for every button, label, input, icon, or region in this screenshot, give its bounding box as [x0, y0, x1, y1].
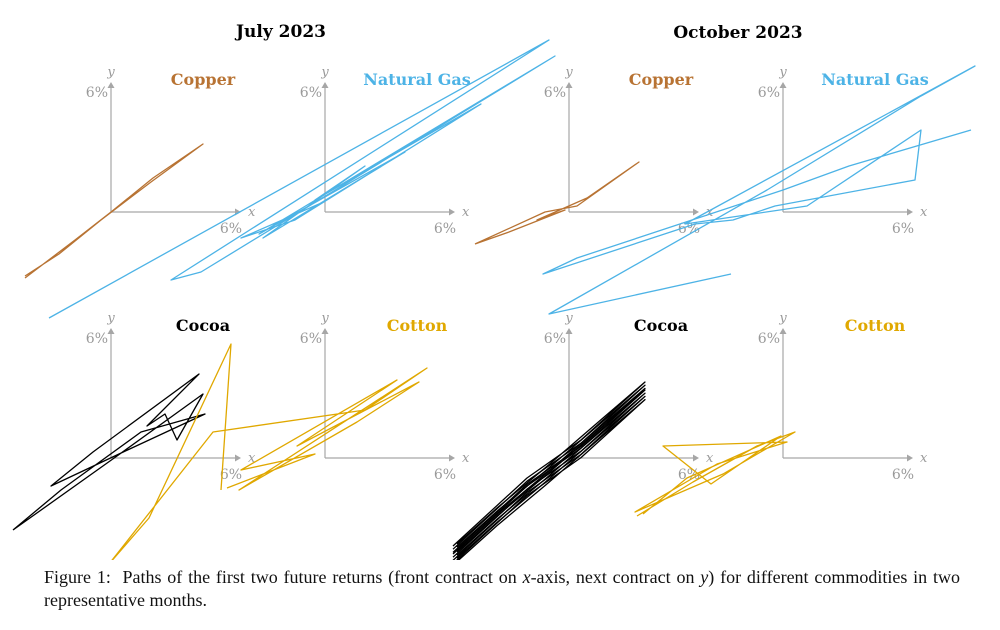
panel-july-2023-cotton: x y 6% 6% Cotton	[111, 311, 470, 560]
y-axis-label-october-2023-natural-gas: y	[778, 65, 787, 80]
title-october-2023: October 2023	[673, 23, 802, 43]
x-axis-arrow-october-2023-copper	[693, 208, 699, 216]
caption-part3: ) for different commodities in two repre…	[44, 567, 961, 610]
y-axis-arrow-july-2023-copper	[107, 82, 115, 88]
series-path-repeat-october-2023-cocoa-6	[455, 398, 646, 560]
y-axis-arrow-october-2023-copper	[565, 82, 573, 88]
x-axis-label-july-2023-natural-gas: x	[462, 205, 470, 220]
commodity-title-october-2023-cocoa: Cocoa	[634, 316, 688, 335]
figure-caption: Figure 1: Paths of the first two future …	[44, 566, 960, 612]
x-axis-arrow-july-2023-cotton	[449, 454, 455, 462]
y-tick-label-july-2023-cocoa: 6%	[86, 331, 108, 347]
y-tick-label-october-2023-copper: 6%	[544, 85, 566, 101]
commodity-title-october-2023-copper: Copper	[629, 70, 694, 89]
commodity-title-july-2023-cocoa: Cocoa	[176, 316, 230, 335]
y-axis-label-july-2023-natural-gas: y	[320, 65, 329, 80]
x-axis-label-october-2023-natural-gas: x	[920, 205, 928, 220]
y-axis-label-july-2023-copper: y	[106, 65, 115, 80]
x-axis-label-october-2023-cotton: x	[920, 451, 928, 466]
y-tick-label-july-2023-natural-gas: 6%	[300, 85, 322, 101]
x-axis-label-october-2023-cocoa: x	[706, 451, 714, 466]
series-path-october-2023-copper	[474, 161, 640, 245]
y-axis-label-july-2023-cocoa: y	[106, 311, 115, 326]
x-axis-label-october-2023-copper: x	[706, 205, 714, 220]
y-axis-arrow-october-2023-cotton	[779, 328, 787, 334]
series-path-repeat-october-2023-cocoa-2	[452, 392, 646, 558]
panel-july-2023-cocoa: x y 6% 6% Cocoa	[12, 311, 256, 531]
series-path-repeat-october-2023-cocoa-3	[452, 384, 646, 550]
series-path-july-2023-cotton	[111, 343, 428, 560]
x-tick-label-july-2023-natural-gas: 6%	[434, 221, 456, 237]
x-tick-label-july-2023-copper: 6%	[220, 221, 242, 237]
series-path-october-2023-natural-gas	[542, 65, 976, 315]
panel-october-2023-copper: x y 6% 6% Copper	[474, 65, 714, 245]
caption-var-x: x	[522, 567, 531, 587]
commodity-title-july-2023-natural-gas: Natural Gas	[363, 70, 471, 89]
series-path-repeat-october-2023-cocoa-1	[452, 387, 646, 553]
commodity-title-october-2023-natural-gas: Natural Gas	[821, 70, 929, 89]
x-tick-label-july-2023-cocoa: 6%	[220, 467, 242, 483]
x-axis-arrow-october-2023-natural-gas	[907, 208, 913, 216]
y-axis-label-october-2023-cotton: y	[778, 311, 787, 326]
panel-july-2023-copper: x y 6% 6% Copper	[24, 65, 256, 279]
x-tick-label-october-2023-natural-gas: 6%	[892, 221, 914, 237]
panel-october-2023-natural-gas: x y 6% 6% Natural Gas	[542, 65, 976, 315]
x-tick-label-october-2023-copper: 6%	[678, 221, 700, 237]
y-tick-label-july-2023-cotton: 6%	[300, 331, 322, 347]
figure-canvas: July 2023 October 2023 x y 6% 6% Copper x y 6% 6…	[12, 22, 976, 560]
caption-part1: Paths of the first two future returns (f…	[122, 567, 523, 587]
y-tick-label-october-2023-cotton: 6%	[758, 331, 780, 347]
x-axis-arrow-july-2023-cocoa	[235, 454, 241, 462]
series-path-july-2023-cocoa	[12, 373, 206, 531]
series-path-october-2023-cotton	[634, 431, 796, 517]
y-axis-arrow-july-2023-cocoa	[107, 328, 115, 334]
caption-var-y: y	[700, 567, 709, 587]
x-axis-label-july-2023-cocoa: x	[248, 451, 256, 466]
title-july-2023: July 2023	[234, 22, 326, 42]
x-axis-arrow-october-2023-cotton	[907, 454, 913, 462]
x-axis-label-july-2023-cotton: x	[462, 451, 470, 466]
caption-prefix: Figure 1:	[44, 567, 111, 587]
commodity-title-october-2023-cotton: Cotton	[845, 316, 906, 335]
y-tick-label-october-2023-natural-gas: 6%	[758, 85, 780, 101]
x-tick-label-july-2023-cotton: 6%	[434, 467, 456, 483]
series-path-repeat-october-2023-cocoa-5	[452, 381, 646, 547]
x-axis-arrow-october-2023-cocoa	[693, 454, 699, 462]
panel-october-2023-cotton: x y 6% 6% Cotton	[634, 311, 928, 517]
y-tick-label-october-2023-cocoa: 6%	[544, 331, 566, 347]
series-path-repeat-october-2023-cocoa-4	[452, 395, 646, 560]
panel-october-2023-cocoa: xy6%6%Cocoa	[452, 311, 714, 560]
commodity-title-july-2023-copper: Copper	[171, 70, 236, 89]
y-tick-label-july-2023-copper: 6%	[86, 85, 108, 101]
x-axis-label-july-2023-copper: x	[248, 205, 256, 220]
commodity-title-july-2023-cotton: Cotton	[387, 316, 448, 335]
panel-july-2023-natural-gas: x y 6% 6% Natural Gas	[48, 39, 556, 319]
y-axis-label-july-2023-cotton: y	[320, 311, 329, 326]
y-axis-arrow-october-2023-natural-gas	[779, 82, 787, 88]
y-axis-arrow-october-2023-cocoa	[565, 328, 573, 334]
series-path-july-2023-natural-gas	[48, 39, 556, 319]
y-axis-arrow-july-2023-natural-gas	[321, 82, 329, 88]
y-axis-label-october-2023-cocoa: y	[564, 311, 573, 326]
series-path-july-2023-copper	[24, 143, 204, 279]
x-axis-arrow-july-2023-natural-gas	[449, 208, 455, 216]
y-axis-label-october-2023-copper: y	[564, 65, 573, 80]
caption-part2: -axis, next contract on	[530, 567, 701, 587]
x-tick-label-october-2023-cotton: 6%	[892, 467, 914, 483]
y-axis-arrow-july-2023-cotton	[321, 328, 329, 334]
